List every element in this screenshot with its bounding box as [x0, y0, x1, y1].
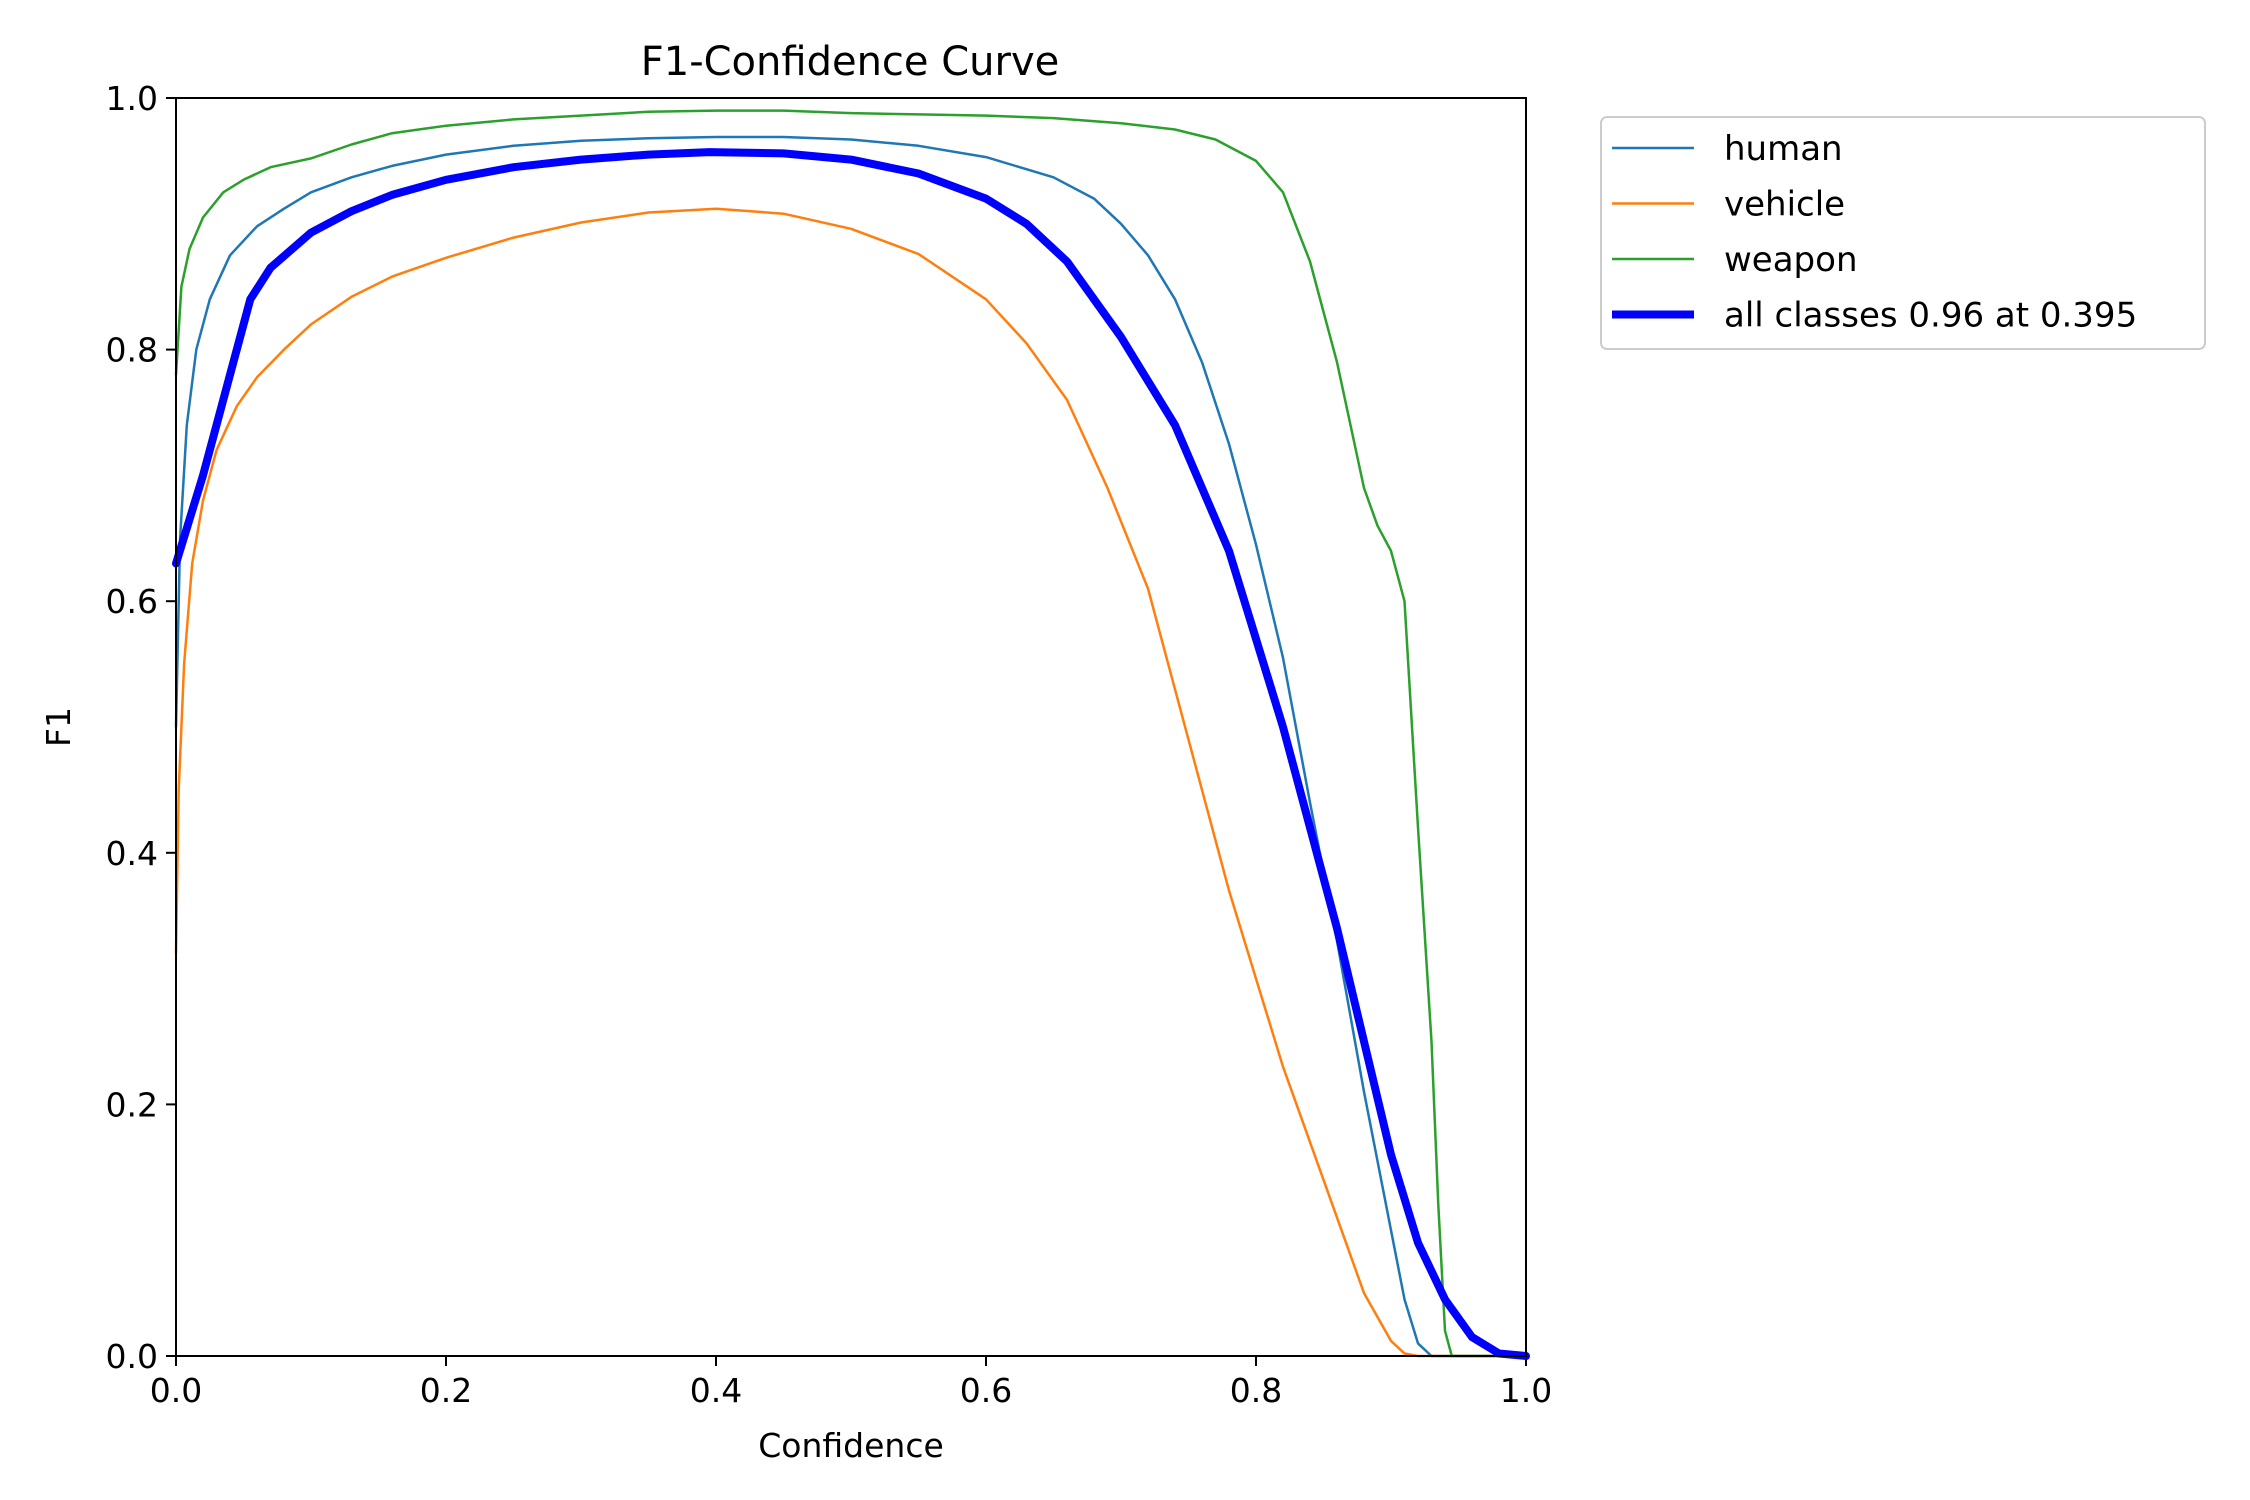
legend: human vehicle weapon all classes 0.96 at 0.…: [1600, 116, 2206, 350]
x-axis-label: Confidence: [758, 1426, 944, 1465]
y-tick-label: 0.8: [106, 331, 158, 370]
x-tick-label: 0.4: [690, 1371, 742, 1410]
legend-label: all classes 0.96 at 0.395: [1724, 296, 2137, 336]
y-axis-ticks: 0.0 0.2 0.4 0.6 0.8 1.0: [106, 79, 176, 1376]
legend-items: human vehicle weapon all classes 0.96 at 0.…: [1612, 129, 2137, 336]
x-tick-label: 0.8: [1230, 1371, 1282, 1410]
legend-frame: [1600, 116, 2206, 350]
x-tick-label: 0.2: [420, 1371, 472, 1410]
legend-label: weapon: [1724, 240, 1858, 280]
series-lines: [172, 109, 1530, 1360]
x-tick-label: 1.0: [1500, 1371, 1552, 1410]
y-tick-label: 0.2: [106, 1085, 158, 1124]
x-tick-label: 0.0: [150, 1371, 202, 1410]
series-line-all-classes: [172, 148, 1530, 1360]
legend-label: human: [1724, 129, 1843, 169]
x-tick-label: 0.6: [960, 1371, 1012, 1410]
series-line-weapon: [174, 109, 1528, 1358]
y-tick-label: 0.4: [106, 834, 158, 873]
y-tick-label: 1.0: [106, 79, 158, 118]
plot-frame: [175, 97, 1527, 1357]
legend-label: vehicle: [1724, 185, 1845, 225]
series-line-vehicle: [174, 207, 1528, 1358]
x-axis-ticks: 0.0 0.2 0.4 0.6 0.8 1.0: [150, 1356, 1552, 1410]
y-tick-label: 0.6: [106, 582, 158, 621]
chart-title: F1-Confidence Curve: [641, 39, 1060, 85]
y-axis-label: F1: [39, 707, 78, 747]
y-tick-label: 0.0: [106, 1337, 158, 1376]
